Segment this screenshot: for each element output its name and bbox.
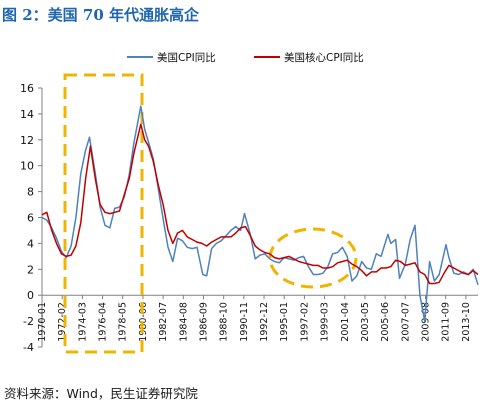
highlight-1970s-box xyxy=(63,73,144,354)
y-tick-label: 6 xyxy=(27,212,34,225)
y-tick-label: 2 xyxy=(27,263,34,276)
x-tick-label: 1984-08 xyxy=(178,302,189,342)
y-tick-label: 12 xyxy=(20,134,34,147)
y-tick-label: 14 xyxy=(20,108,34,121)
x-tick-label: 1995-01 xyxy=(279,302,290,342)
x-tick-label: 1970-01 xyxy=(37,302,48,342)
x-tick-label: 1997-02 xyxy=(299,302,310,342)
x-tick-label: 2013-10 xyxy=(461,302,472,342)
y-tick-label: -4 xyxy=(23,341,34,354)
x-tick-label: 1992-12 xyxy=(259,302,270,342)
x-tick-label: 2003-05 xyxy=(360,302,371,342)
x-tick-label: 1976-04 xyxy=(98,302,109,342)
legend: 美国CPI同比 美国核心CPI同比 xyxy=(127,51,364,64)
legend-label: 美国CPI同比 xyxy=(157,51,216,64)
chart-title: 图 2：美国 70 年代通胀高企 xyxy=(2,6,199,24)
core-cpi-series-line xyxy=(41,123,479,285)
y-tick-label: -2 xyxy=(23,315,34,328)
x-tick-label: 1978-05 xyxy=(118,302,129,342)
x-tick-label: 1986-09 xyxy=(198,302,209,342)
y-tick-label: 16 xyxy=(20,82,34,95)
y-tick-label: 10 xyxy=(20,160,34,173)
x-tick-label: 1982-07 xyxy=(158,302,169,342)
x-tick-label: 2011-09 xyxy=(441,302,452,342)
y-tick-label: 0 xyxy=(27,289,34,302)
cpi-series-line xyxy=(41,105,479,322)
legend-label: 美国核心CPI同比 xyxy=(284,51,364,64)
x-tick-label: 1972-02 xyxy=(57,302,68,342)
x-tick-label: 2005-06 xyxy=(380,302,391,342)
x-tick-label: 1999-03 xyxy=(320,302,331,342)
highlight-1990s-ellipse xyxy=(268,227,358,289)
x-tick-label: 2009-08 xyxy=(421,302,432,342)
axes: -4 -2 0 2 4 6 8 10 12 14 16 1970-01 1972-02 1974-03 19… xyxy=(20,82,478,354)
x-tick-label: 2001-04 xyxy=(340,302,351,342)
x-tick-label: 2007-07 xyxy=(400,302,411,342)
y-tick-label: 4 xyxy=(27,237,34,250)
x-tick-label: 1974-03 xyxy=(77,302,88,342)
y-tick-label: 8 xyxy=(27,186,34,199)
x-tick-label: 1988-10 xyxy=(219,302,230,342)
highlight-annotations xyxy=(63,73,358,354)
series-lines xyxy=(41,105,479,322)
source-note: 资料来源：Wind，民生证券研究院 xyxy=(4,386,198,401)
x-tick-label: 1990-11 xyxy=(239,302,250,342)
